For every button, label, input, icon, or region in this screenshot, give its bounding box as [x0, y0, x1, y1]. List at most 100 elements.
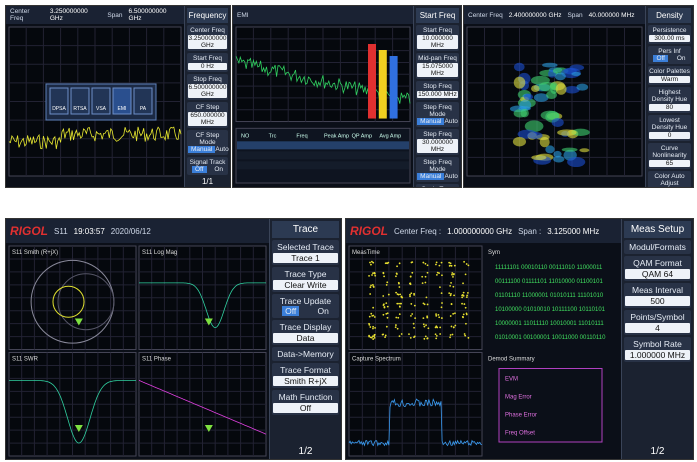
menu-option[interactable]: Manual	[188, 146, 216, 153]
constellation-point	[397, 316, 400, 319]
constellation-point	[422, 302, 425, 305]
constellation-point	[370, 260, 373, 263]
menu-item[interactable]: Start Freq 0 Hz	[187, 53, 228, 72]
summary-label: Mag Error	[505, 395, 532, 401]
menu-item[interactable]: Center Freq 3.250000000 GHz	[187, 25, 228, 51]
menu-value: 650.000000 MHz	[188, 112, 227, 126]
marker	[204, 424, 213, 432]
mode-icon[interactable]	[70, 87, 90, 115]
constellation-point	[387, 261, 390, 264]
menu-item[interactable]: Step Freq 30.000000 MHz	[416, 129, 459, 155]
menu-option[interactable]: Off	[653, 55, 668, 62]
menu-item[interactable]: Curve Nonlinearity 65	[648, 143, 691, 169]
header: EMI	[233, 6, 413, 24]
menu-item[interactable]: Trace Format Smith R+jX	[272, 363, 339, 388]
menu-item[interactable]: Step Freq Mode Manual Auto	[416, 102, 459, 127]
menu-label: Mid-pan Freq	[418, 55, 457, 62]
page-indicator[interactable]: 1/2	[650, 446, 665, 457]
constellation-point	[368, 323, 371, 326]
menu-item[interactable]: CF Step Mode Manual Auto	[187, 130, 229, 155]
mode-icon[interactable]	[133, 87, 153, 115]
menu-value: 15.075000 MHz	[417, 63, 458, 77]
constellation-point	[435, 334, 438, 337]
menu-item[interactable]: Selected Trace Trace 1	[272, 240, 339, 265]
header-text: 1.000000000 GHz	[447, 226, 513, 236]
constellation-point	[371, 274, 373, 276]
constellation-point	[373, 271, 376, 274]
constellation-point	[454, 312, 456, 315]
density-blob	[553, 155, 565, 163]
menu-item[interactable]: Math Function Off	[272, 390, 339, 415]
menu-item[interactable]: Meas Interval 500	[624, 283, 691, 308]
menu-option[interactable]: Auto	[444, 173, 458, 180]
constellation-point	[463, 303, 466, 305]
menu-item[interactable]: Persistence 300.00 ms	[648, 25, 691, 44]
menu-item[interactable]: Highest Density Hue 80	[648, 87, 691, 113]
menu-item[interactable]: Stop Freq 6.500000000 GHz	[187, 74, 228, 100]
constellation-point	[373, 333, 376, 336]
constellation-point	[423, 325, 426, 328]
trace	[138, 380, 267, 435]
constellation-point	[426, 316, 429, 319]
constellation-point	[435, 263, 437, 266]
mode-icon[interactable]	[112, 87, 132, 115]
menu-item[interactable]: Symbol Rate 1.000000 MHz	[624, 337, 691, 362]
menu-item[interactable]: CF Step 650.000000 MHz	[187, 102, 228, 128]
header-text: Span :	[518, 226, 542, 236]
menu-label: Step Freq	[423, 131, 452, 138]
page-indicator[interactable]: 1/2	[298, 446, 313, 457]
menu-item[interactable]: Color Palettes Warm	[648, 66, 691, 85]
menu-item[interactable]: Pers Inf Off On	[648, 46, 691, 64]
menu-label: Trace Format	[280, 365, 331, 375]
menu-item[interactable]: Lowest Density Hue 0	[648, 115, 691, 141]
menu-item[interactable]: Trace Type Clear Write	[272, 267, 339, 292]
menu-option[interactable]: On	[317, 306, 329, 316]
menu-item[interactable]: Modul/Formats	[624, 240, 691, 254]
mode-icon[interactable]	[49, 87, 69, 115]
menu-item[interactable]: Scale TypeLogLin	[416, 184, 459, 187]
mode-icon[interactable]	[91, 87, 111, 115]
menu-option[interactable]: Off	[282, 306, 300, 316]
constellation-point	[394, 326, 397, 329]
constellation-point	[453, 264, 456, 267]
menu-item[interactable]: Trace Display Data	[272, 320, 339, 345]
menu-item[interactable]: Color Auto Adjust	[648, 171, 691, 187]
screen: Center Freq 3.250000000 GHz Span 6.50000000…	[5, 5, 231, 188]
constellation-point	[369, 293, 372, 295]
menu-option[interactable]: Manual	[417, 118, 445, 125]
mode-label: EMI	[118, 106, 127, 112]
menu-option[interactable]: On	[214, 166, 224, 173]
menu-option[interactable]: On	[676, 55, 686, 62]
constellation-point	[435, 273, 438, 276]
density-blob	[531, 85, 540, 92]
constellation-point	[448, 261, 451, 264]
menu-item[interactable]: Data->Memory	[272, 347, 339, 361]
menu-item[interactable]: QAM Format QAM 64	[624, 256, 691, 281]
menu-option[interactable]: Off	[191, 166, 207, 173]
menu-option[interactable]: Manual	[417, 173, 445, 180]
menu-option[interactable]: Auto	[215, 146, 229, 153]
menu-item[interactable]: Step Freq Mode Manual Auto	[416, 157, 459, 182]
menu-title: Trace	[272, 221, 339, 238]
menu-item[interactable]: Signal Track Off On	[187, 157, 228, 175]
constellation-point	[386, 316, 389, 319]
menu-label: Symbol Rate	[633, 339, 682, 349]
menu-item[interactable]: Trace Update Off On	[272, 294, 339, 318]
constellation-point	[372, 261, 375, 264]
menu-options: Off On	[188, 166, 227, 173]
page-indicator[interactable]: 1/1	[201, 177, 214, 186]
constellation-point	[368, 315, 371, 318]
constellation-point	[466, 292, 469, 294]
menu-item[interactable]: Start Freq 10.000000 MHz	[416, 25, 459, 51]
menu-option[interactable]: Auto	[444, 118, 458, 125]
constellation-point	[413, 304, 416, 307]
constellation-point	[453, 272, 455, 275]
menu-item[interactable]: Mid-pan Freq 15.075000 MHz	[416, 53, 459, 79]
constellation-point	[440, 306, 443, 309]
menu-item[interactable]: Stop Freq 150.000 MHz	[416, 81, 459, 100]
constellation-point	[382, 303, 385, 306]
menu-item[interactable]: Points/Symbol 4	[624, 310, 691, 335]
level-bar	[378, 50, 387, 119]
constellation-point	[372, 272, 374, 275]
